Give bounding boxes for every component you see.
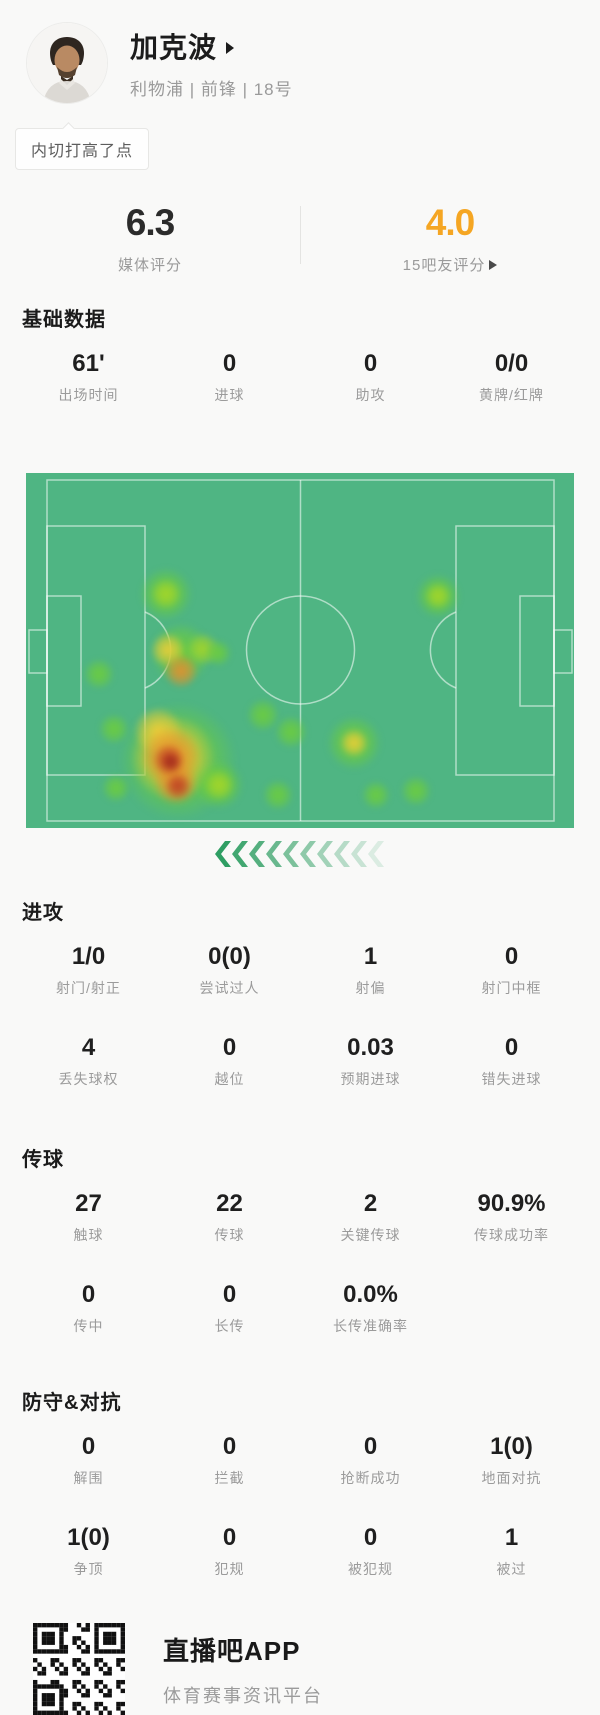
player-header: 加克波 利物浦 | 前锋 | 18号: [0, 0, 600, 104]
stat-expected-goals: 0.03 预期进球: [340, 1034, 401, 1087]
stat-possession-lost: 4 丢失球权: [58, 1034, 119, 1087]
stat-key-passes: 2 关键传球: [340, 1190, 401, 1243]
app-tagline: 体育赛事资讯平台: [163, 1685, 323, 1706]
fan-rating-label[interactable]: 15吧友评分: [403, 254, 498, 275]
ratings-panel: 6.3 媒体评分 4.0 15吧友评分: [0, 202, 600, 275]
team-position-number: 利物浦 | 前锋 | 18号: [130, 80, 293, 99]
stat-aerial-duels: 1(0) 争顶: [67, 1524, 110, 1577]
avatar[interactable]: [26, 22, 108, 104]
section-title-defense: 防守&对抗: [22, 1392, 122, 1414]
defense-stats-row-1: 0 解围 0 拦截 0 抢断成功 1(0) 地面对抗: [0, 1433, 600, 1488]
player-name-link[interactable]: 加克波: [130, 26, 293, 66]
stat-fouled: 0 被犯规: [348, 1524, 393, 1577]
player-photo-icon: [27, 23, 107, 103]
attack-stats-row-1: 1/0 射门/射正 0(0) 尝试过人 1 射偏 0 射门中框: [0, 943, 600, 998]
media-rating-value: 6.3: [125, 202, 175, 243]
attack-stats-row-2: 4 丢失球权 0 越位 0.03 预期进球 0 错失进球: [0, 1034, 600, 1089]
pass-stats-row-2: 0 传中 0 长传 0.0% 长传准确率: [0, 1281, 600, 1336]
section-title-attack: 进攻: [22, 902, 64, 924]
chevron-right-icon: [226, 41, 235, 54]
stat-empty: [441, 1281, 582, 1336]
stat-clearances: 0 解围: [73, 1433, 104, 1486]
stat-goals: 0 进球: [214, 350, 245, 403]
player-name: 加克波: [130, 32, 218, 63]
stat-chances-missed: 0 错失进球: [481, 1034, 542, 1087]
stat-dribbles: 0(0) 尝试过人: [199, 943, 260, 996]
pitch-lines: [28, 479, 573, 822]
defense-stats-row-2: 1(0) 争顶 0 犯规 0 被犯规 1 被过: [0, 1524, 600, 1579]
stat-long-ball-accuracy: 0.0% 长传准确率: [333, 1281, 408, 1334]
stat-passes: 22 传球: [214, 1190, 245, 1243]
stat-woodwork: 0 射门中框: [481, 943, 542, 996]
direction-arrows: [215, 841, 384, 867]
stat-crosses: 0 传中: [73, 1281, 104, 1334]
app-footer: 直播吧APP 体育赛事资讯平台: [33, 1623, 600, 1715]
section-title-basic: 基础数据: [22, 309, 106, 331]
stat-pass-accuracy: 90.9% 传球成功率: [474, 1190, 549, 1243]
basic-stats-row: 61' 出场时间 0 进球 0 助攻 0/0 黄牌/红牌: [0, 350, 600, 405]
stat-offsides: 0 越位: [214, 1034, 245, 1087]
qr-code: [33, 1623, 125, 1715]
stat-touches: 27 触球: [73, 1190, 104, 1243]
pass-stats-row-1: 27 触球 22 传球 2 关键传球 90.9% 传球成功率: [0, 1190, 600, 1245]
fan-rating[interactable]: 4.0 15吧友评分: [300, 202, 600, 275]
arrow-right-icon: [489, 259, 498, 270]
heatmap-pitch: [26, 473, 574, 828]
stat-dribbled-past: 1 被过: [496, 1524, 527, 1577]
stat-cards: 0/0 黄牌/红牌: [479, 350, 544, 403]
stat-fouls: 0 犯规: [214, 1524, 245, 1577]
section-title-pass: 传球: [22, 1149, 64, 1171]
attack-direction: [0, 840, 600, 868]
stat-tackles-won: 0 抢断成功: [340, 1433, 401, 1486]
stat-assists: 0 助攻: [355, 350, 386, 403]
stat-shots-on-target: 1/0 射门/射正: [56, 943, 121, 996]
media-rating: 6.3 媒体评分: [0, 202, 300, 275]
app-name: 直播吧APP: [163, 1635, 301, 1666]
media-rating-label: 媒体评分: [117, 257, 182, 274]
fan-rating-value: 4.0: [425, 202, 475, 243]
comment-tag: 内切打高了点: [15, 128, 150, 170]
stat-minutes: 61' 出场时间: [58, 350, 119, 403]
stat-interceptions: 0 拦截: [214, 1433, 245, 1486]
stat-long-balls: 0 长传: [214, 1281, 245, 1334]
vertical-divider: [300, 206, 301, 264]
stat-ground-duels: 1(0) 地面对抗: [481, 1433, 542, 1486]
stat-shots-off: 1 射偏: [355, 943, 386, 996]
